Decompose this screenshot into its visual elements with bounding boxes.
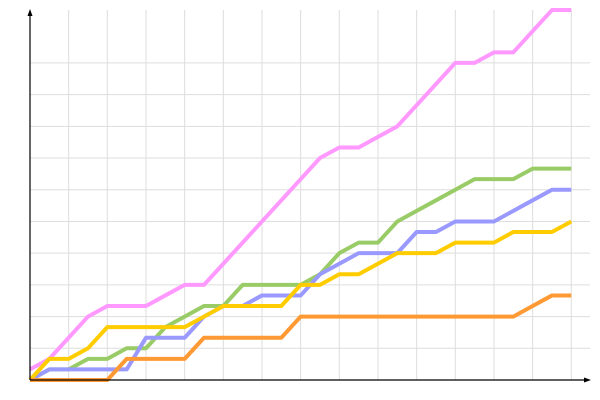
series-line-4 (28, 219, 573, 382)
series-line-5 (30, 293, 572, 382)
axes (27, 9, 591, 383)
x-axis-arrow (584, 377, 591, 383)
y-axis-arrow (27, 9, 33, 16)
series-line-1 (29, 8, 572, 372)
grid (30, 10, 590, 380)
series-line-3 (29, 187, 572, 382)
series-group (28, 8, 573, 382)
